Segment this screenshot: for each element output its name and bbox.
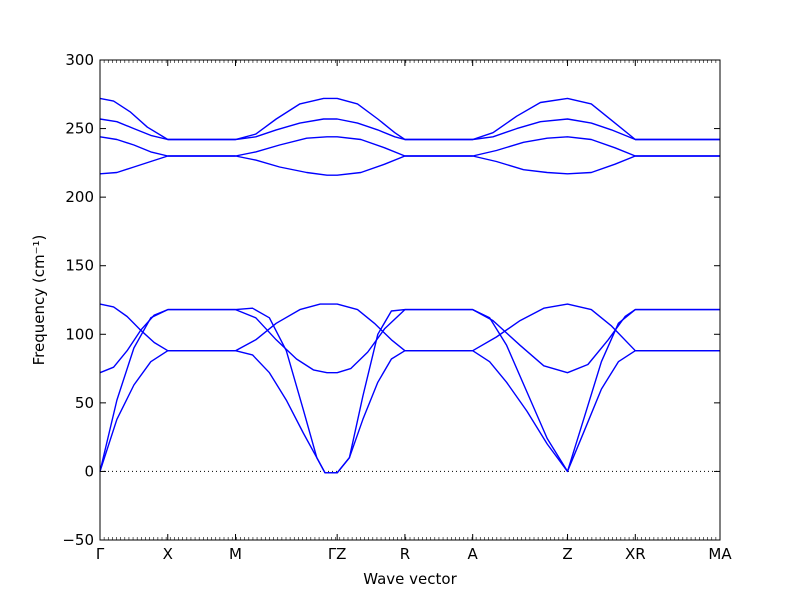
band-line-8: [99, 155, 720, 176]
band-line-6: [99, 118, 720, 141]
band-line-4: [99, 303, 720, 352]
x-axis-title: Wave vector: [363, 570, 457, 588]
band-line-3: [99, 308, 720, 374]
band-line-5: [99, 97, 720, 141]
y-ticks: −50 0 50 100 150 200 250 300: [62, 51, 720, 549]
x-tick-label: A: [468, 545, 479, 563]
y-tick-label: 150: [65, 257, 94, 275]
x-tick-label: M: [229, 545, 242, 563]
y-axis-title: Frequency (cm⁻¹): [30, 235, 48, 366]
y-tick-label: 0: [84, 462, 94, 480]
y-tick-label: 250: [65, 120, 94, 138]
x-ticks: Γ X M ΓZ R A Z XR MA: [96, 60, 732, 563]
band-line-2: [99, 350, 720, 474]
y-tick-label: 300: [65, 51, 94, 69]
band-line-7: [99, 136, 720, 157]
y-tick-label: 200: [65, 188, 94, 206]
x-tick-label: XR: [625, 545, 646, 563]
x-tick-label: X: [163, 545, 173, 563]
y-tick-label: 50: [75, 394, 94, 412]
x-tick-label: Z: [562, 545, 572, 563]
x-tick-label: MA: [708, 545, 732, 563]
x-minor-ticks: [99, 60, 721, 540]
x-tick-label: ΓZ: [328, 545, 347, 563]
x-tick-label: Γ: [96, 545, 105, 563]
series-layer: [99, 97, 720, 474]
y-tick-label: −50: [62, 531, 94, 549]
band-line-1: [99, 307, 720, 474]
y-tick-label: 100: [65, 325, 94, 343]
x-tick-label: R: [400, 545, 410, 563]
